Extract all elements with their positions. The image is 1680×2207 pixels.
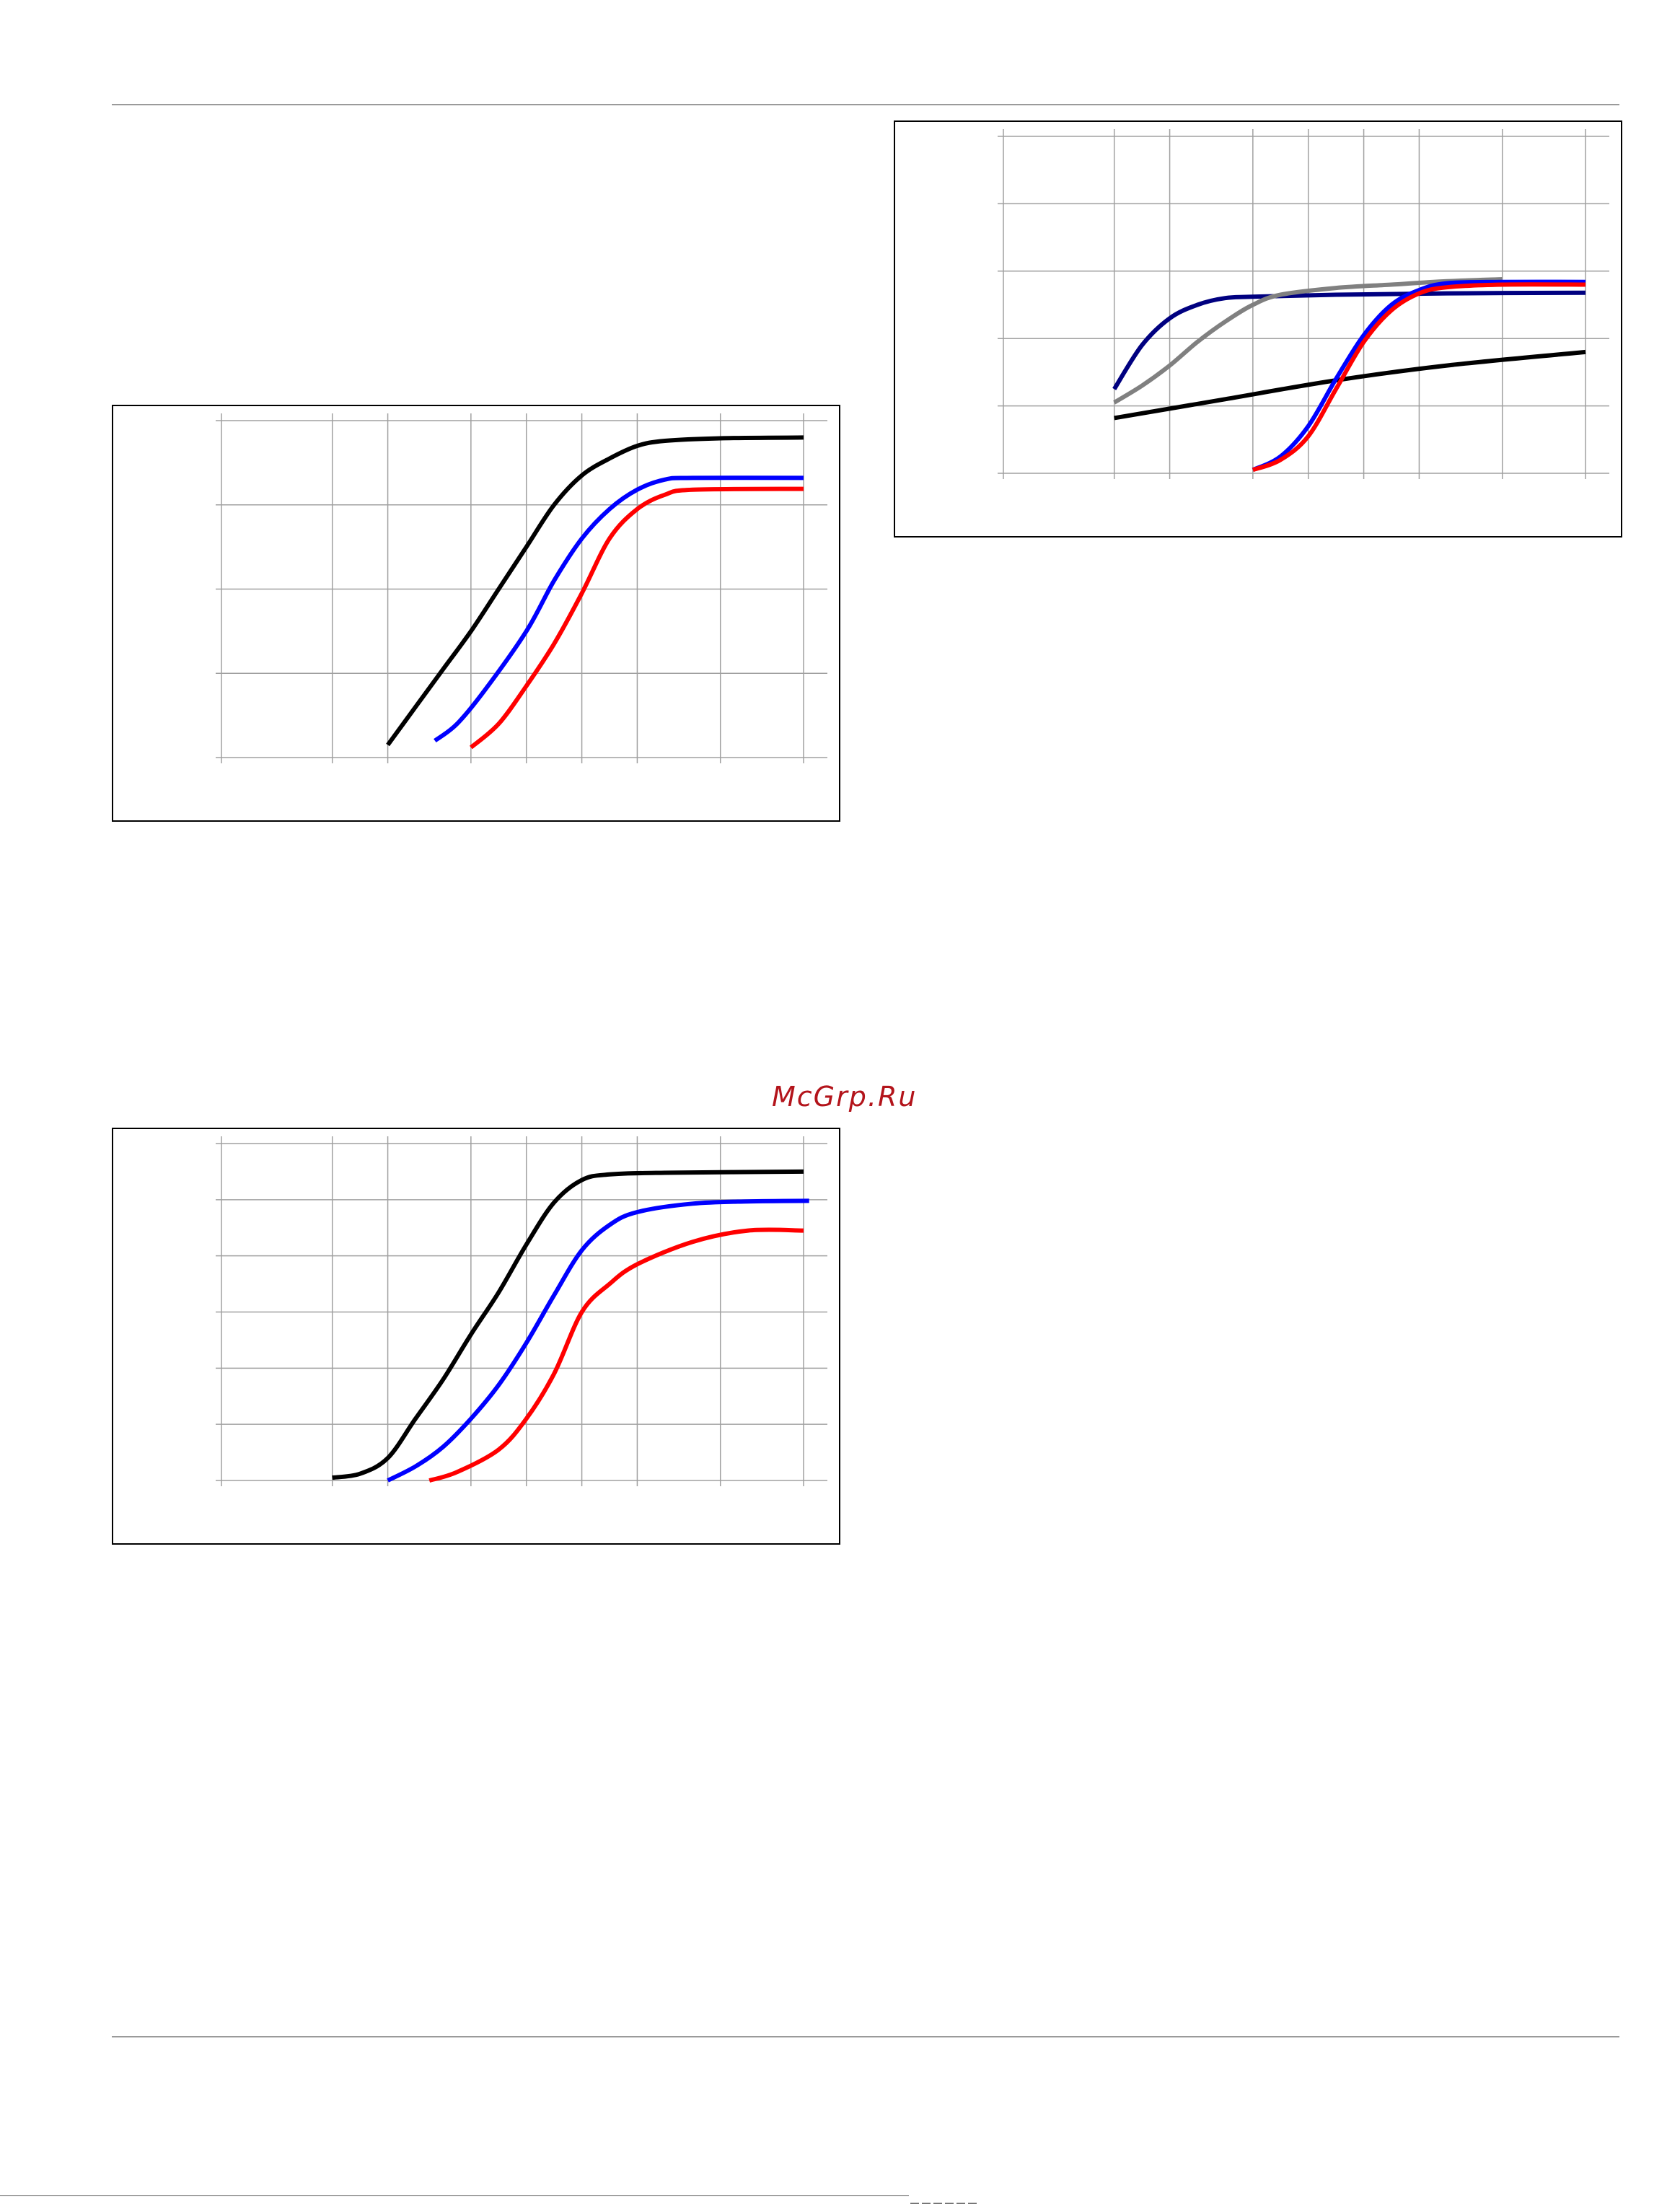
- series-line-5: [1252, 282, 1586, 473]
- series-line-1: [1112, 290, 1586, 390]
- series-line-3: [469, 486, 804, 750]
- header-rule: [112, 104, 1619, 105]
- chart-3: [998, 129, 1609, 479]
- chart-panel-2: [112, 1128, 840, 1545]
- watermark-text[interactable]: McGrp.Ru: [772, 1081, 918, 1113]
- chart-1: [216, 413, 827, 763]
- bottom-edge-marks: [910, 2193, 1026, 2204]
- series-line-1: [332, 1169, 804, 1480]
- series-line-2: [1113, 277, 1503, 405]
- series-line-3: [428, 1227, 804, 1483]
- series-line-4: [1252, 279, 1586, 473]
- chart-panel-3: [894, 120, 1622, 538]
- bottom-edge-rule: [0, 2195, 909, 2196]
- chart-panel-1: [112, 405, 840, 822]
- series-line-2: [434, 475, 804, 743]
- series-line-2: [387, 1198, 809, 1483]
- footer-rule: [112, 2036, 1619, 2037]
- chart-2: [216, 1136, 827, 1486]
- series-line-1: [386, 435, 804, 747]
